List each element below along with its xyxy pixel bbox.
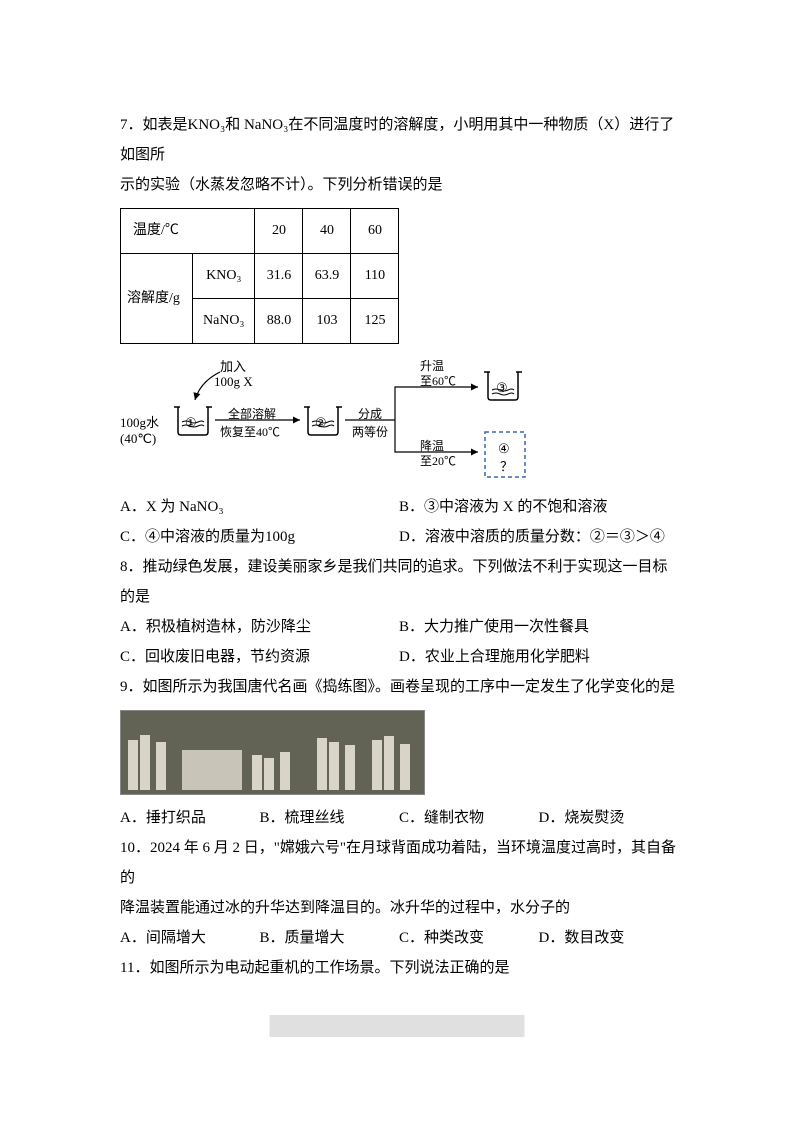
unknown-label: ？: [500, 454, 513, 480]
footer-bar: [269, 1015, 524, 1037]
nano3-label: NaNO₃: [193, 299, 255, 344]
q8-opt-a: A．积极植树造林，防沙降尘: [120, 612, 399, 642]
beaker1-label: ①: [185, 410, 197, 436]
q10-opt-a: A．间隔增大: [120, 923, 260, 953]
q9-options: A．捶打织品 B．梳理丝线 C．缝制衣物 D．烧炭熨烫: [120, 803, 678, 833]
q8-opt-d: D．农业上合理施用化学肥料: [399, 642, 678, 672]
nano3-40: 103: [303, 299, 351, 344]
q10-opt-c: C．种类改变: [399, 923, 539, 953]
q11-stem: 11．如图所示为电动起重机的工作场景。下列说法正确的是: [120, 953, 678, 983]
q8-options: A．积极植树造林，防沙降尘 B．大力推广使用一次性餐具 C．回收废旧电器，节约资…: [120, 612, 678, 672]
q9-opt-b: B．梳理丝线: [260, 803, 400, 833]
nano3-20: 88.0: [255, 299, 303, 344]
temp-40: 40: [303, 209, 351, 254]
kno3-60: 110: [351, 254, 399, 299]
q7-opt-a: A．X 为 NaNO₃: [120, 492, 399, 522]
q7-stem: 7．如表是KNO₃和 NaNO₃在不同温度时的溶解度，小明用其中一种物质（X）进…: [120, 110, 678, 200]
q7-opt-d: D．溶液中溶质的质量分数：②＝③＞④: [399, 522, 678, 552]
temp-60: 60: [351, 209, 399, 254]
q10-line1: 10．2024 年 6 月 2 日，"嫦娥六号"在月球背面成功着陆，当环境温度过…: [120, 833, 678, 893]
experiment-diagram: 加入 100g X 100g水 (40℃) ① ② ③ ④ ？ 全部溶解 恢复至…: [120, 352, 678, 482]
solubility-header: 溶解度/g: [121, 254, 193, 344]
q7-line1: 7．如表是KNO₃和 NaNO₃在不同温度时的溶解度，小明用其中一种物质（X）进…: [120, 110, 678, 170]
q10-opt-d: D．数目改变: [539, 923, 679, 953]
temp-20: 20: [255, 209, 303, 254]
heat2: 至60℃: [420, 369, 456, 393]
kno3-40: 63.9: [303, 254, 351, 299]
q9-opt-c: C．缝制衣物: [399, 803, 539, 833]
q8-stem: 8．推动绿色发展，建设美丽家乡是我们共同的追求。下列做法不利于实现这一目标的是: [120, 552, 678, 612]
q9-opt-d: D．烧炭熨烫: [539, 803, 679, 833]
beaker3-label: ③: [496, 375, 508, 401]
q9-stem: 9．如图所示为我国唐代名画《捣练图》。画卷呈现的工序中一定发生了化学变化的是: [120, 672, 678, 702]
temp-header: 温度/℃: [121, 209, 255, 254]
step1b: 恢复至40℃: [220, 420, 280, 444]
q8-opt-c: C．回收废旧电器，节约资源: [120, 642, 399, 672]
kno3-label: KNO₃: [193, 254, 255, 299]
cool2: 至20℃: [420, 449, 456, 473]
kno3-20: 31.6: [255, 254, 303, 299]
split2: 两等份: [352, 420, 388, 444]
solubility-table: 温度/℃ 20 40 60 溶解度/g KNO₃ 31.6 63.9 110 N…: [120, 208, 399, 344]
q7-opt-b: B．③中溶液为 X 的不饱和溶液: [399, 492, 678, 522]
nano3-60: 125: [351, 299, 399, 344]
q10-opt-b: B．质量增大: [260, 923, 400, 953]
q7-opt-c: C．④中溶液的质量为100g: [120, 522, 399, 552]
q10-line2: 降温装置能通过冰的升华达到降温目的。冰升华的过程中，水分子的: [120, 893, 678, 923]
water-label2: (40℃): [120, 426, 156, 452]
add-label2: 100g X: [214, 369, 253, 395]
q7-line2: 示的实验（水蒸发忽略不计）。下列分析错误的是: [120, 170, 678, 200]
q10-options: A．间隔增大 B．质量增大 C．种类改变 D．数目改变: [120, 923, 678, 953]
q9-opt-a: A．捶打织品: [120, 803, 260, 833]
q7-options: A．X 为 NaNO₃ B．③中溶液为 X 的不饱和溶液 C．④中溶液的质量为1…: [120, 492, 678, 552]
beaker2-label: ②: [315, 410, 327, 436]
q8-opt-b: B．大力推广使用一次性餐具: [399, 612, 678, 642]
daoliantu-painting: [120, 710, 425, 795]
